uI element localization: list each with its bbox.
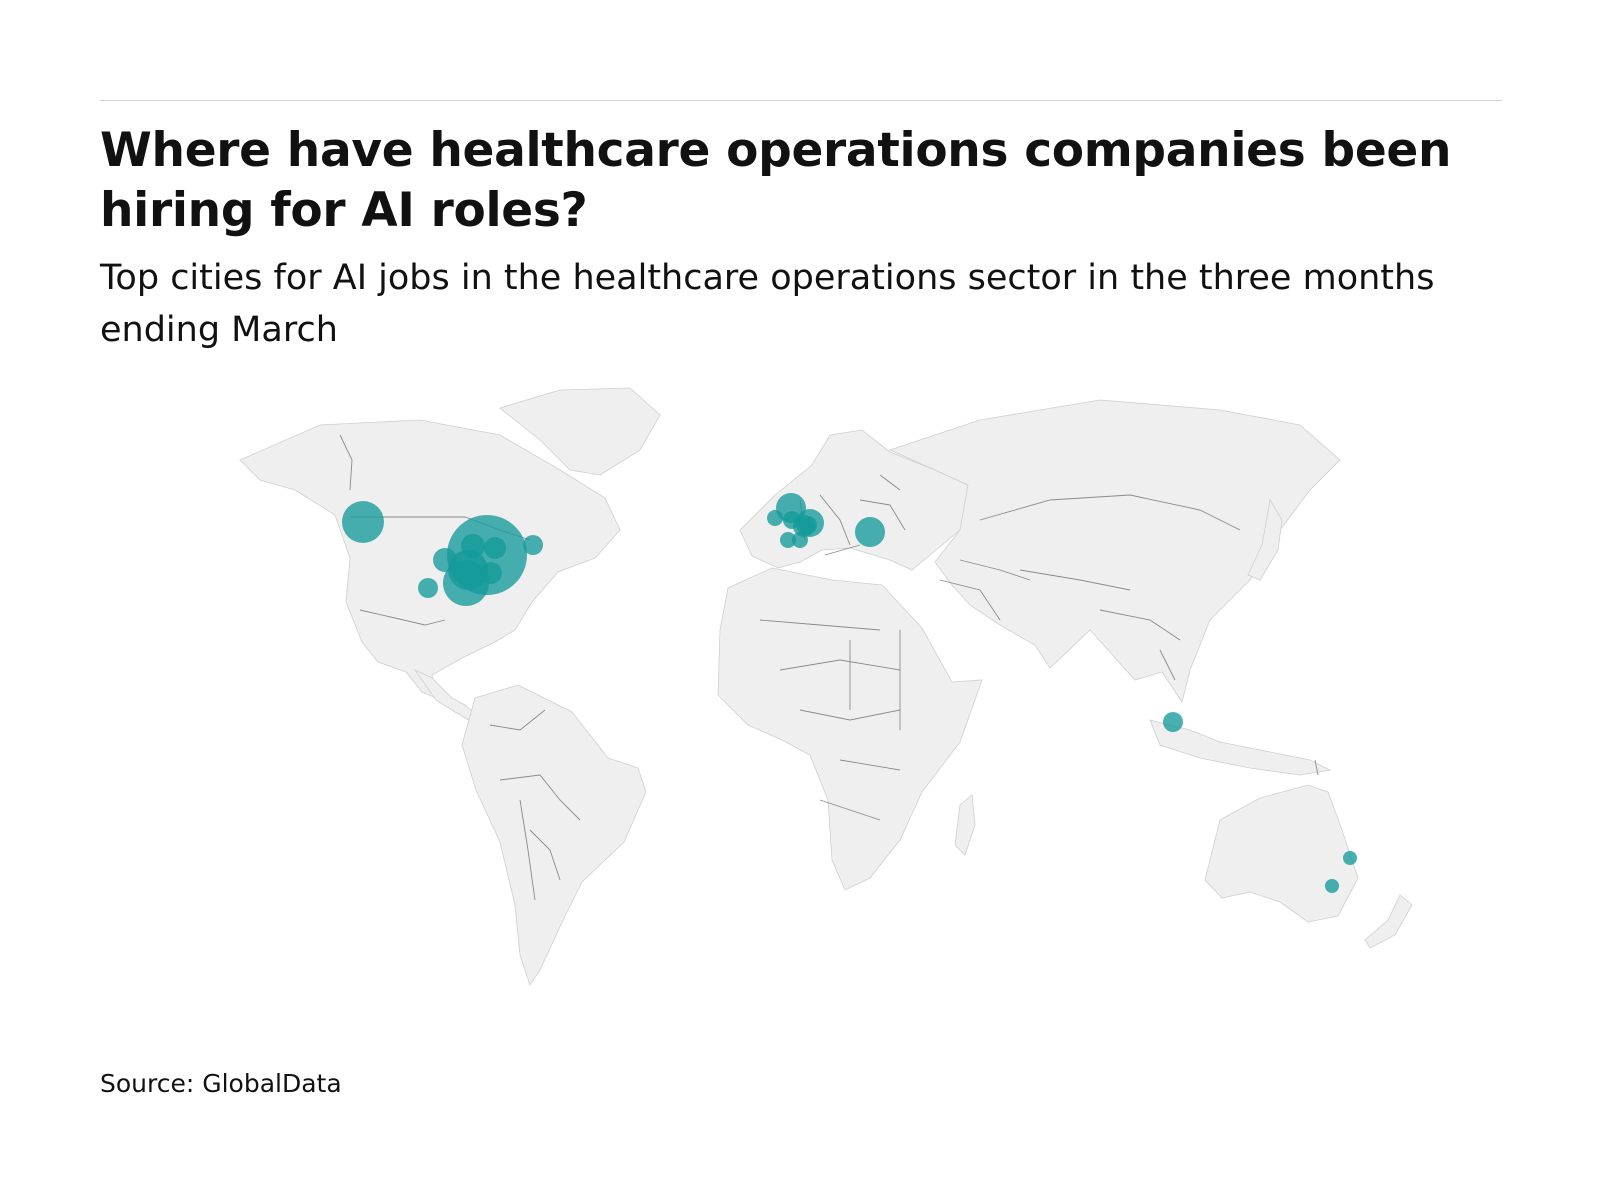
city-bubble xyxy=(342,501,384,543)
city-bubble xyxy=(1163,712,1183,732)
city-bubble xyxy=(480,562,502,584)
source-note: Source: GlobalData xyxy=(100,1069,342,1098)
city-bubble xyxy=(484,537,506,559)
city-bubble xyxy=(433,548,457,572)
indonesia-landmass xyxy=(1149,719,1332,776)
asia-landmass xyxy=(888,399,1341,703)
country-borders xyxy=(339,434,1319,901)
city-bubble xyxy=(461,534,485,558)
north-america-landmass xyxy=(239,419,621,699)
chart-title: Where have healthcare operations compani… xyxy=(100,123,1452,238)
africa-borders xyxy=(759,619,901,821)
new-zealand-landmass xyxy=(1364,894,1413,949)
city-bubble xyxy=(1325,879,1339,893)
middle-east-borders xyxy=(939,559,1031,621)
city-bubble xyxy=(855,517,885,547)
city-bubble xyxy=(523,535,543,555)
australia-landmass xyxy=(1204,784,1359,923)
city-bubble xyxy=(767,510,783,526)
chart-subtitle: Top cities for AI jobs in the healthcare… xyxy=(100,258,1435,350)
asia-borders xyxy=(979,494,1241,681)
alaska-border xyxy=(339,434,353,491)
city-bubble xyxy=(448,550,488,590)
madagascar-landmass xyxy=(954,794,976,856)
city-bubble xyxy=(799,516,817,534)
city-bubble xyxy=(780,532,796,548)
world-map xyxy=(239,387,1413,986)
south-america-borders xyxy=(489,709,581,901)
city-bubble xyxy=(1343,851,1357,865)
south-america-landmass xyxy=(461,684,647,986)
africa-landmass xyxy=(717,567,983,891)
city-bubble xyxy=(418,578,438,598)
us-mexico-border xyxy=(359,609,446,626)
land-masses xyxy=(239,387,1413,986)
city-bubbles xyxy=(342,493,1357,893)
japan-landmass xyxy=(1247,498,1283,581)
header-rule xyxy=(100,100,1502,101)
city-bubble xyxy=(792,532,808,548)
greenland-landmass xyxy=(499,387,661,476)
australia-border xyxy=(1314,759,1319,776)
